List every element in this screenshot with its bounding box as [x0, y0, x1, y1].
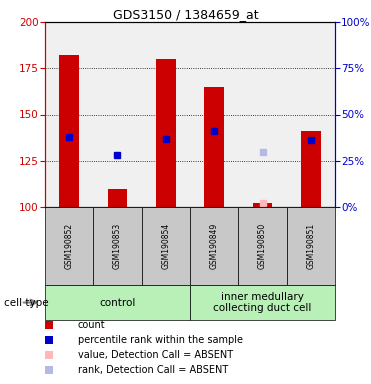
Bar — [204, 87, 224, 207]
Text: count: count — [78, 320, 105, 330]
Bar — [108, 189, 127, 207]
Text: GSM190854: GSM190854 — [161, 223, 170, 269]
Bar — [59, 55, 79, 207]
Bar — [156, 59, 175, 207]
Text: control: control — [99, 298, 136, 308]
Text: GSM190851: GSM190851 — [306, 223, 315, 269]
Text: GSM190852: GSM190852 — [65, 223, 74, 269]
Text: inner medullary
collecting duct cell: inner medullary collecting duct cell — [213, 292, 312, 313]
Text: GSM190850: GSM190850 — [258, 223, 267, 269]
Bar — [301, 131, 321, 207]
Text: GDS3150 / 1384659_at: GDS3150 / 1384659_at — [113, 8, 258, 21]
Text: percentile rank within the sample: percentile rank within the sample — [78, 335, 243, 345]
Text: rank, Detection Call = ABSENT: rank, Detection Call = ABSENT — [78, 365, 228, 375]
Text: cell type: cell type — [4, 298, 48, 308]
Text: value, Detection Call = ABSENT: value, Detection Call = ABSENT — [78, 350, 233, 360]
Bar — [253, 203, 272, 207]
Text: GSM190853: GSM190853 — [113, 223, 122, 269]
Text: GSM190849: GSM190849 — [210, 223, 219, 269]
